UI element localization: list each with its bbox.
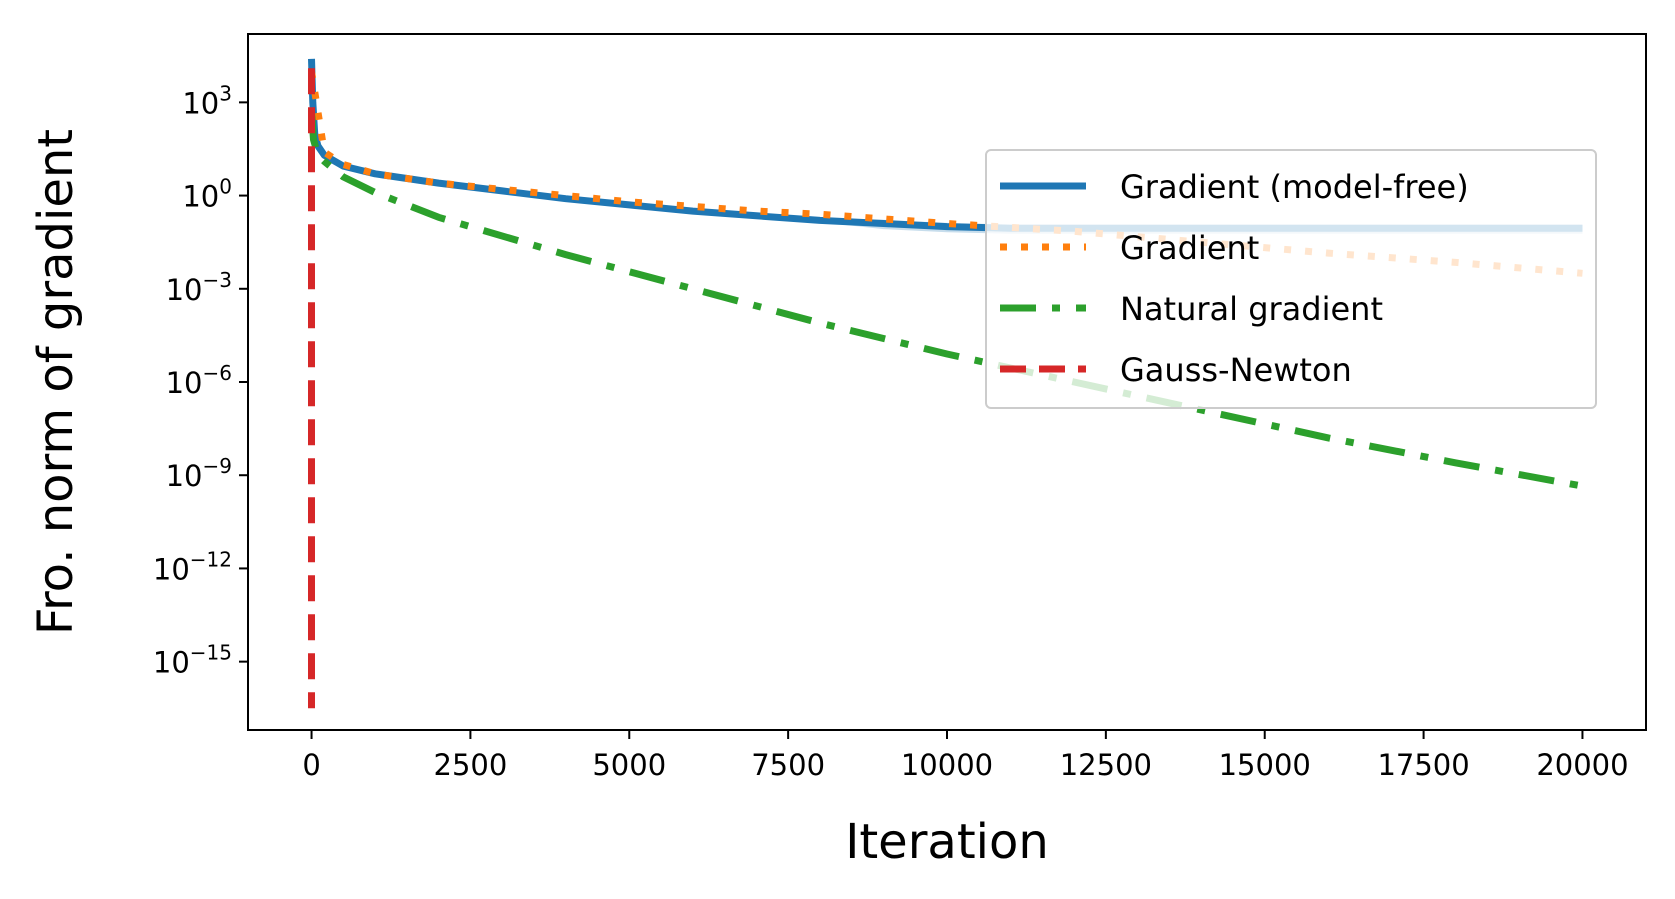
y-tick-exponent: −9 bbox=[203, 454, 232, 478]
x-tick-label: 17500 bbox=[1377, 748, 1469, 782]
y-tick-exponent: −12 bbox=[190, 547, 232, 571]
y-tick-base: 10 bbox=[166, 459, 203, 493]
legend-label: Natural gradient bbox=[1120, 290, 1383, 328]
y-tick-label: 10−15 bbox=[153, 641, 232, 680]
x-axis-label: Iteration bbox=[845, 814, 1049, 870]
y-tick-base: 10 bbox=[153, 646, 190, 680]
y-tick-base: 10 bbox=[166, 273, 203, 307]
y-tick-label: 10−6 bbox=[166, 361, 232, 400]
y-tick-exponent: −3 bbox=[203, 268, 232, 292]
y-tick-exponent: −6 bbox=[203, 361, 232, 385]
legend-label: Gauss-Newton bbox=[1120, 351, 1352, 389]
legend: Gradient (model-free) Gradient Natural gra… bbox=[985, 149, 1597, 409]
x-tick-label: 5000 bbox=[592, 748, 666, 782]
x-axis: 0 2500 5000 7500 10000 12500 15000 17500 20000 bbox=[302, 730, 1629, 782]
y-tick-base: 10 bbox=[166, 366, 203, 400]
x-tick-label: 10000 bbox=[901, 748, 993, 782]
legend-box bbox=[985, 149, 1597, 409]
y-tick-label: 10−12 bbox=[153, 547, 232, 586]
y-axis-label: Fro. norm of gradient bbox=[28, 129, 84, 635]
y-tick-base: 10 bbox=[153, 552, 190, 586]
x-tick-label: 15000 bbox=[1219, 748, 1311, 782]
y-tick-label: 10−3 bbox=[166, 268, 232, 307]
y-tick-exponent: 3 bbox=[219, 81, 232, 105]
x-tick-label: 7500 bbox=[751, 748, 825, 782]
y-tick-base: 10 bbox=[182, 86, 219, 120]
y-tick-label: 10−9 bbox=[166, 454, 232, 493]
y-tick-label: 100 bbox=[182, 175, 232, 214]
y-tick-base: 10 bbox=[182, 180, 219, 214]
x-tick-label: 20000 bbox=[1536, 748, 1628, 782]
y-tick-label: 103 bbox=[182, 81, 232, 120]
x-tick-label: 2500 bbox=[434, 748, 508, 782]
legend-label: Gradient bbox=[1120, 229, 1259, 267]
x-tick-label: 12500 bbox=[1060, 748, 1152, 782]
legend-label: Gradient (model-free) bbox=[1120, 168, 1469, 206]
y-tick-exponent: 0 bbox=[219, 175, 232, 199]
x-tick-label: 0 bbox=[302, 748, 320, 782]
y-tick-exponent: −15 bbox=[190, 641, 232, 665]
